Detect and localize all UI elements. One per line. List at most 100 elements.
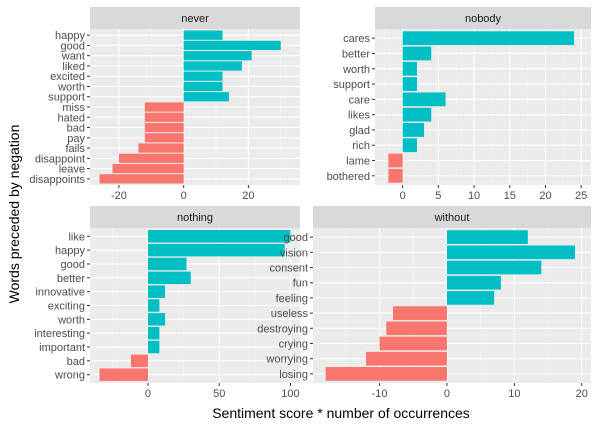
x-tick-label: 20: [576, 388, 588, 400]
y-tick-label: innovative: [35, 287, 85, 299]
y-tick-label: good: [61, 259, 85, 271]
y-tick-label: worth: [342, 64, 370, 76]
y-tick-label: pay: [67, 133, 85, 145]
y-tick-label: interesting: [34, 328, 85, 340]
bar-hated: [144, 112, 184, 122]
bar-destroying: [386, 321, 447, 336]
bar-worth: [147, 313, 166, 326]
bar-care: [402, 92, 446, 107]
y-tick-label: crying: [279, 338, 308, 350]
y-tick-label: rich: [352, 140, 370, 152]
y-tick-label: disappoints: [29, 174, 85, 186]
y-tick-label: liked: [62, 61, 85, 73]
bar-interesting: [147, 326, 160, 340]
bar-miss: [144, 102, 184, 112]
y-tick-label: bothered: [327, 171, 370, 183]
bar-liked: [183, 61, 242, 71]
facet-title: never: [181, 13, 209, 25]
x-tick-label: 0: [145, 388, 151, 400]
bar-exciting: [147, 299, 160, 312]
bar-support: [402, 77, 417, 91]
facet-strip: [90, 7, 300, 29]
y-tick-label: support: [48, 92, 85, 104]
y-tick-label: destroying: [257, 323, 308, 335]
bar-better: [147, 271, 191, 285]
x-tick-label: 5: [435, 190, 441, 202]
y-tick-label: leave: [59, 164, 85, 176]
bar-pay: [144, 133, 184, 143]
y-tick-label: worth: [57, 314, 85, 326]
y-tick-label: losing: [279, 369, 308, 381]
y-tick-label: hated: [57, 112, 85, 124]
bar-likes: [402, 107, 432, 122]
y-tick-label: wrong: [54, 370, 85, 382]
bar-wrong: [99, 368, 148, 381]
y-tick-label: support: [333, 79, 370, 91]
y-tick-label: happy: [55, 30, 85, 42]
bar-good: [446, 230, 528, 244]
y-tick-label: worth: [57, 81, 85, 93]
bar-lame: [388, 153, 403, 168]
bar-want: [183, 51, 252, 61]
facet-title: nobody: [465, 13, 502, 25]
bar-happy: [147, 243, 285, 257]
facet-title: without: [434, 212, 470, 224]
bar-good: [183, 40, 281, 51]
y-tick-label: like: [68, 231, 85, 243]
bar-feeling: [446, 291, 495, 305]
y-tick-label: worrying: [265, 354, 308, 366]
bar-glad: [402, 123, 425, 137]
y-tick-label: disappoint: [35, 153, 85, 165]
facet-strip: [375, 7, 591, 29]
x-tick-label: 25: [575, 190, 587, 202]
panels: never-20 0 20happygoodwantlikedexcitedwort…: [29, 7, 591, 400]
bar-leave: [112, 163, 184, 174]
y-tick-label: better: [57, 273, 85, 285]
facet-strip: [90, 206, 300, 228]
bar-consent: [446, 260, 542, 275]
bar-bothered: [388, 168, 403, 183]
y-tick-label: fun: [293, 278, 308, 290]
facet-strip: [313, 206, 591, 228]
x-tick-label: 10: [468, 190, 480, 202]
bar-useless: [393, 306, 447, 320]
bar-support: [183, 92, 229, 102]
y-tick-label: good: [284, 232, 308, 244]
bar-worth: [402, 61, 417, 76]
y-tick-label: better: [342, 48, 370, 60]
y-tick-label: good: [61, 40, 85, 52]
facet-title: nothing: [177, 212, 213, 224]
bar-good: [147, 257, 187, 271]
x-tick-label: 0: [444, 388, 450, 400]
bar-fails: [138, 143, 184, 153]
y-tick-label: cares: [343, 33, 370, 45]
y-tick-label: likes: [348, 110, 371, 122]
bar-disappoints: [99, 174, 184, 184]
y-tick-label: bad: [67, 123, 85, 135]
x-tick-label: 10: [508, 388, 520, 400]
y-tick-label: feeling: [276, 293, 308, 305]
x-tick-label: -10: [372, 388, 388, 400]
bar-bad: [144, 122, 184, 133]
y-tick-label: want: [61, 51, 85, 63]
y-tick-label: glad: [349, 125, 370, 137]
y-tick-label: consent: [269, 263, 308, 275]
bar-disappoint: [118, 153, 184, 163]
bar-fun: [446, 275, 501, 290]
y-tick-label: useless: [271, 308, 309, 320]
y-tick-label: happy: [55, 245, 85, 257]
x-tick-label: 0: [400, 190, 406, 202]
x-tick-label: 20: [539, 190, 551, 202]
panel-never: never -20 0 20 happygoodwantlikedexcitedwort…: [29, 7, 300, 202]
y-tick-label: vision: [280, 247, 308, 259]
bar-bad: [130, 354, 148, 368]
y-tick-label: important: [39, 342, 85, 354]
bar-cares: [402, 31, 575, 46]
x-tick-label: 20: [242, 190, 254, 202]
y-tick-label: care: [349, 94, 370, 106]
y-tick-label: excited: [50, 71, 85, 83]
bar-worth: [183, 81, 223, 92]
bar-better: [402, 46, 432, 61]
bar-important: [147, 340, 160, 354]
